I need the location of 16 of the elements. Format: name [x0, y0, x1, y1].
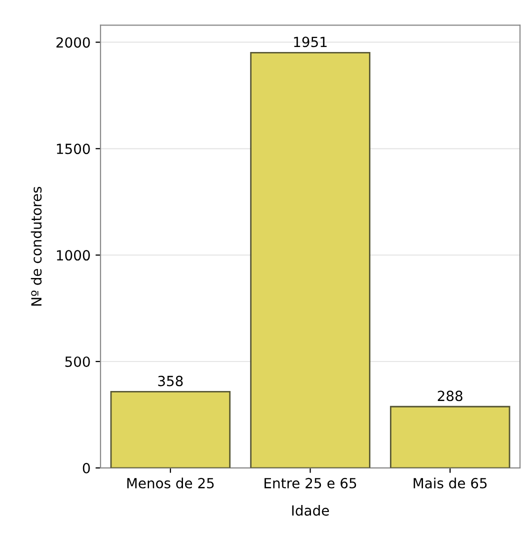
y-tick-label: 1500: [56, 144, 90, 154]
data-label: 288: [438, 390, 462, 402]
data-label: 1951: [294, 36, 327, 48]
x-tick-label: Entre 25 e 65: [264, 478, 356, 488]
y-tick-label: 1000: [56, 250, 90, 261]
y-tick-label: 0: [82, 462, 90, 474]
x-tick-label: Menos de 25: [127, 478, 214, 488]
y-tick-label: 500: [65, 356, 90, 367]
bar: [390, 406, 510, 468]
x-axis-title: Idade: [292, 504, 329, 516]
data-label: 358: [158, 376, 183, 386]
y-tick-label: 2000: [56, 37, 90, 48]
bar: [110, 391, 231, 468]
bar: [250, 52, 370, 468]
x-tick-label: Mais de 65: [414, 478, 487, 488]
y-axis-title: Nº de condutores: [30, 186, 42, 306]
